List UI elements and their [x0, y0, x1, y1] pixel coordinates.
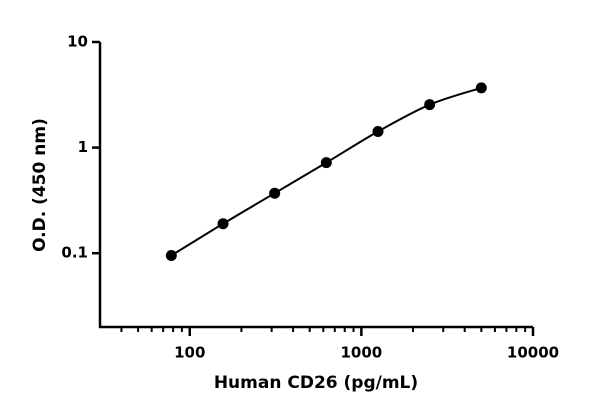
- y-tick-label: 10: [67, 33, 88, 51]
- x-tick-label: 100: [174, 344, 205, 362]
- data-point: [320, 157, 332, 169]
- x-tick-label: 10000: [507, 344, 559, 362]
- x-tick-label: 1000: [340, 344, 382, 362]
- data-point: [475, 82, 487, 94]
- y-tick-label: 0.1: [61, 244, 88, 262]
- y-axis-title: O.D. (450 nm): [30, 118, 50, 252]
- x-axis-title: Human CD26 (pg/mL): [214, 373, 418, 393]
- data-point: [217, 218, 229, 230]
- y-tick-label: 1: [78, 138, 88, 156]
- data-point: [424, 99, 436, 111]
- fit-line: [170, 86, 482, 257]
- data-point: [372, 126, 384, 138]
- data-point: [165, 250, 177, 262]
- data-point: [269, 187, 281, 199]
